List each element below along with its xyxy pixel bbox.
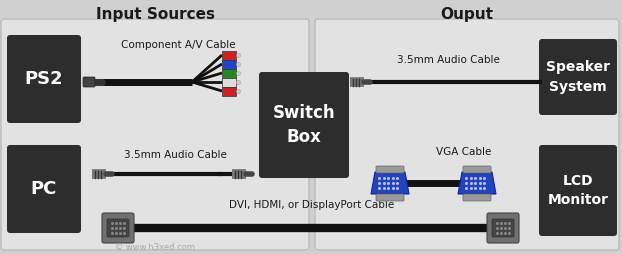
FancyBboxPatch shape: [259, 72, 349, 178]
Text: Ouput: Ouput: [440, 7, 493, 22]
Text: Input Sources: Input Sources: [96, 7, 215, 22]
FancyBboxPatch shape: [222, 69, 236, 77]
Text: © www.h3xed.com: © www.h3xed.com: [115, 244, 195, 252]
FancyBboxPatch shape: [487, 213, 519, 243]
Text: Component A/V Cable: Component A/V Cable: [121, 40, 235, 50]
Polygon shape: [371, 172, 409, 194]
Text: Switch
Box: Switch Box: [272, 103, 335, 147]
FancyBboxPatch shape: [463, 194, 491, 201]
FancyBboxPatch shape: [222, 51, 236, 59]
Text: 3.5mm Audio Cable: 3.5mm Audio Cable: [397, 55, 499, 65]
FancyBboxPatch shape: [463, 166, 491, 173]
FancyBboxPatch shape: [376, 194, 404, 201]
Text: Speaker
System: Speaker System: [546, 60, 610, 94]
FancyBboxPatch shape: [539, 39, 617, 115]
FancyBboxPatch shape: [539, 145, 617, 236]
Text: LCD
Monitor: LCD Monitor: [547, 174, 608, 207]
Text: PS2: PS2: [25, 70, 63, 88]
FancyBboxPatch shape: [102, 213, 134, 243]
FancyBboxPatch shape: [222, 77, 236, 87]
FancyBboxPatch shape: [315, 19, 619, 250]
FancyBboxPatch shape: [492, 219, 514, 237]
Text: PC: PC: [31, 180, 57, 198]
FancyBboxPatch shape: [222, 87, 236, 96]
Polygon shape: [458, 172, 496, 194]
Text: VGA Cable: VGA Cable: [436, 147, 491, 157]
FancyBboxPatch shape: [376, 166, 404, 173]
FancyBboxPatch shape: [1, 19, 309, 250]
FancyBboxPatch shape: [222, 59, 236, 69]
FancyBboxPatch shape: [7, 35, 81, 123]
Text: DVI, HDMI, or DisplayPort Cable: DVI, HDMI, or DisplayPort Cable: [230, 200, 394, 210]
FancyBboxPatch shape: [107, 219, 129, 237]
Text: 3.5mm Audio Cable: 3.5mm Audio Cable: [124, 150, 226, 160]
FancyBboxPatch shape: [7, 145, 81, 233]
FancyBboxPatch shape: [83, 77, 95, 87]
